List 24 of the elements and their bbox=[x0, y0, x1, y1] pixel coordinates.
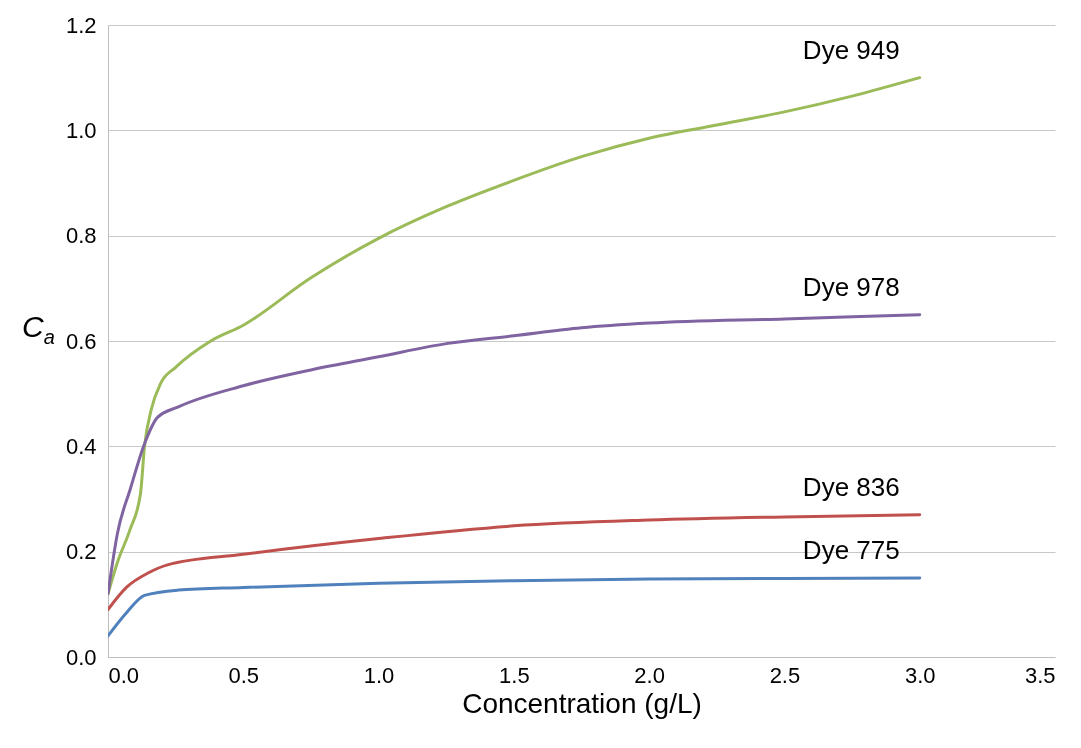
y-tick-label: 0.4 bbox=[65, 433, 97, 459]
x-tick-label: 2.0 bbox=[634, 662, 665, 688]
x-tick-label: 2.5 bbox=[769, 662, 801, 688]
series-label: Dye 775 bbox=[802, 535, 900, 565]
y-tick-label: 0.0 bbox=[65, 644, 97, 670]
line-series bbox=[108, 576, 922, 638]
series-label: Dye 836 bbox=[802, 471, 900, 502]
x-tick-label: 3.5 bbox=[1024, 662, 1056, 688]
y-tick-label: 0.2 bbox=[65, 539, 97, 565]
x-tick-label: 3.0 bbox=[904, 662, 936, 688]
y-tick-label: 1.0 bbox=[65, 117, 97, 143]
x-axis-title: Concentration (g/L) bbox=[462, 687, 702, 719]
line-series bbox=[108, 313, 922, 596]
x-tick-label: 1.0 bbox=[363, 662, 395, 688]
y-tick-label: 0.6 bbox=[65, 328, 97, 354]
x-tick-label: 1.5 bbox=[499, 662, 530, 688]
series-label: Dye 978 bbox=[802, 271, 900, 302]
y-tick-label: 1.2 bbox=[65, 12, 97, 38]
series-label: Dye 949 bbox=[802, 34, 900, 65]
y-tick-label: 0.8 bbox=[65, 223, 97, 249]
x-tick-label: 0.0 bbox=[108, 662, 140, 688]
line-series bbox=[108, 513, 922, 612]
x-tick-label: 0.5 bbox=[228, 662, 260, 688]
y-axis-title: C$_{a}$ bbox=[22, 310, 55, 349]
